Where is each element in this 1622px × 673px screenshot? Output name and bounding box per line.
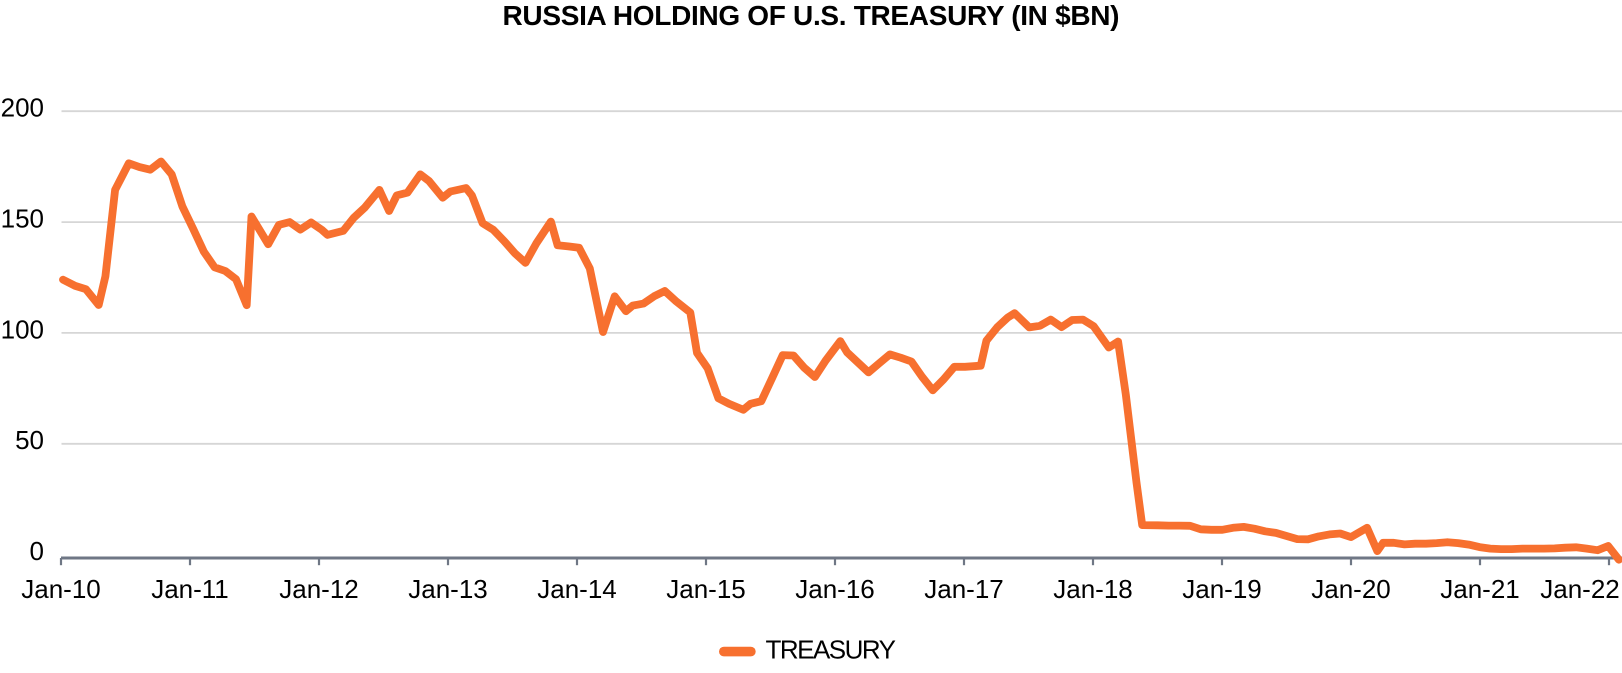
svg-text:Jan-11: Jan-11 (151, 574, 229, 604)
svg-text:Jan-15: Jan-15 (666, 574, 746, 604)
svg-text:Jan-19: Jan-19 (1182, 574, 1262, 604)
svg-text:0: 0 (30, 536, 44, 566)
svg-text:Jan-17: Jan-17 (924, 574, 1004, 604)
svg-text:200: 200 (1, 93, 44, 123)
svg-text:RUSSIA HOLDING OF U.S. TREASUR: RUSSIA HOLDING OF U.S. TREASURY (IN $BN) (503, 0, 1120, 31)
svg-text:50: 50 (15, 425, 44, 455)
svg-text:Jan-14: Jan-14 (537, 574, 617, 604)
svg-text:150: 150 (1, 204, 44, 234)
svg-text:Jan-22: Jan-22 (1540, 574, 1620, 604)
svg-text:100: 100 (1, 314, 44, 344)
svg-text:Jan-16: Jan-16 (795, 574, 875, 604)
svg-text:Jan-20: Jan-20 (1311, 574, 1391, 604)
svg-text:Jan-13: Jan-13 (408, 574, 488, 604)
svg-text:Jan-12: Jan-12 (279, 574, 359, 604)
svg-text:Jan-18: Jan-18 (1053, 574, 1133, 604)
svg-text:Jan-10: Jan-10 (21, 574, 101, 604)
svg-text:Jan-21: Jan-21 (1440, 574, 1520, 604)
svg-text:TREASURY: TREASURY (766, 635, 897, 665)
